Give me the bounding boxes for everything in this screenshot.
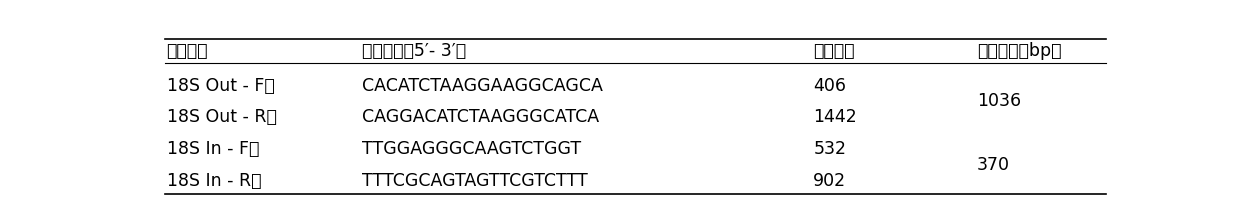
Text: 起始位置: 起始位置 xyxy=(813,42,854,59)
Text: CACATCTAAGGAAGGCAGCA: CACATCTAAGGAAGGCAGCA xyxy=(362,77,603,95)
Text: 18S Out - R：: 18S Out - R： xyxy=(166,108,277,126)
Text: 532: 532 xyxy=(813,140,846,158)
Text: 370: 370 xyxy=(977,156,1009,174)
Text: 18S Out - F：: 18S Out - F： xyxy=(166,77,274,95)
Text: 碱基序列（5′- 3′）: 碱基序列（5′- 3′） xyxy=(362,42,466,59)
Text: 产物长度（bp）: 产物长度（bp） xyxy=(977,42,1061,59)
Text: 1442: 1442 xyxy=(813,108,857,126)
Text: TTGGAGGGCAAGTCTGGT: TTGGAGGGCAAGTCTGGT xyxy=(362,140,580,158)
Text: 18S In - R：: 18S In - R： xyxy=(166,172,262,190)
Text: 引物名称: 引物名称 xyxy=(166,42,208,59)
Text: 902: 902 xyxy=(813,172,847,190)
Text: 406: 406 xyxy=(813,77,846,95)
Text: TTTCGCAGTAGTTCGTCTTT: TTTCGCAGTAGTTCGTCTTT xyxy=(362,172,588,190)
Text: CAGGACATCTAAGGGCATCA: CAGGACATCTAAGGGCATCA xyxy=(362,108,599,126)
Text: 1036: 1036 xyxy=(977,92,1021,110)
Text: 18S In - F：: 18S In - F： xyxy=(166,140,259,158)
